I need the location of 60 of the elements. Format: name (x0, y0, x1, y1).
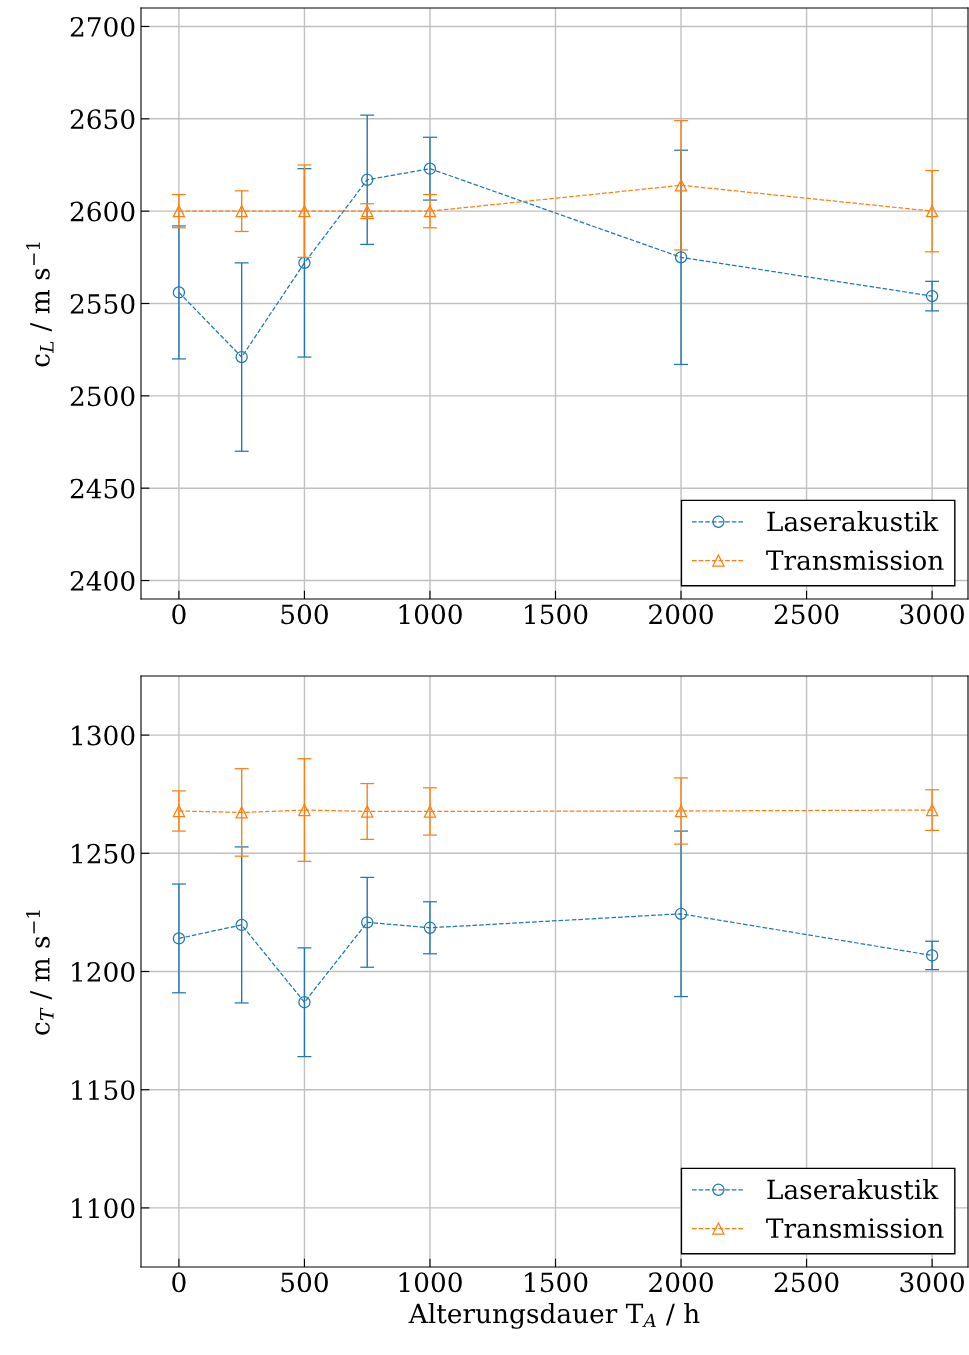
point (172, 204, 186, 218)
point (423, 204, 437, 218)
legend-label: Transmission (766, 550, 944, 571)
y-tick-label: 2600 (70, 201, 135, 222)
point (674, 251, 688, 264)
x-tick-label: 2000 (649, 604, 713, 625)
point (235, 350, 248, 364)
point (361, 916, 374, 929)
y-tick-label: 1250 (72, 843, 135, 864)
x-tick-label: 1000 (399, 1272, 462, 1293)
x-tick-label: 1500 (525, 604, 588, 625)
y-tick-label: 1300 (72, 725, 135, 746)
legend-label: Transmission (766, 1218, 944, 1239)
point (172, 804, 186, 818)
x-tick-label: 1000 (399, 604, 462, 625)
point (172, 286, 186, 299)
x-tick-label: 2500 (774, 604, 839, 625)
legend-label: Laserakustik (767, 1178, 939, 1200)
x-tick-label: 0 (172, 1272, 186, 1293)
point (423, 805, 437, 818)
point (361, 173, 374, 186)
point (423, 162, 437, 175)
point (298, 204, 311, 218)
point (172, 932, 186, 945)
point (674, 804, 688, 818)
point (235, 918, 248, 932)
point (925, 289, 939, 303)
x-tick-label: 2000 (649, 1272, 713, 1293)
y-tick-label: 2500 (70, 386, 135, 407)
x-tick-label: 2500 (774, 1272, 839, 1293)
point (361, 805, 374, 818)
point (925, 204, 939, 218)
x-tick-label: 3000 (900, 604, 964, 625)
point (925, 949, 939, 962)
y-tick-label: 2650 (70, 109, 135, 130)
x-tick-label: 0 (172, 604, 186, 625)
x-tick-label: 500 (281, 604, 328, 625)
point (298, 996, 311, 1009)
x-tick-label: 1500 (525, 1272, 588, 1293)
point (674, 179, 688, 192)
point (298, 803, 311, 817)
y-axis-title: c$_{L}$ / m s$^{−1}$ (26, 242, 54, 367)
legend-label: Laserakustik (767, 510, 939, 532)
x-tick-label: 3000 (900, 1272, 964, 1293)
y-tick-label: 1200 (72, 961, 135, 982)
x-tick-label: 500 (281, 1272, 328, 1293)
y-tick-label: 2700 (70, 16, 135, 37)
y-tick-label: 2450 (70, 478, 135, 499)
point (674, 907, 688, 920)
x-axis-title: Alterungsdauer T$_{A}$ / h (408, 1302, 700, 1329)
point (298, 256, 311, 270)
point (235, 806, 248, 819)
y-tick-label: 2400 (70, 570, 135, 591)
y-tick-label: 2550 (70, 293, 135, 314)
point (235, 204, 248, 218)
point (423, 921, 437, 934)
y-tick-label: 1150 (72, 1080, 135, 1101)
y-tick-label: 1100 (72, 1198, 135, 1219)
y-axis-title: c$_{T}$ / m s$^{−1}$ (26, 910, 54, 1035)
point (925, 803, 939, 817)
